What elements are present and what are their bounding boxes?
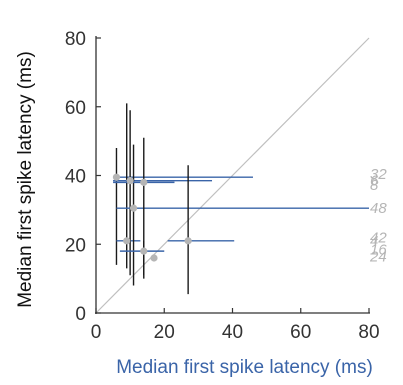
- x-tick-label-40: 40: [222, 322, 243, 343]
- data-point-2: [123, 237, 131, 245]
- data-point-6: [140, 247, 148, 255]
- data-point-8: [150, 254, 158, 262]
- side-label-7: 16: [370, 241, 387, 258]
- side-label-4: 48: [370, 200, 387, 217]
- data-point-7: [184, 237, 192, 245]
- y-tick-label-0: 0: [75, 304, 86, 325]
- axes-group: 0 20 40 60 80 0 20 40 60 80: [65, 29, 380, 343]
- side-label-2: 6: [370, 173, 379, 190]
- data-point-4: [129, 204, 138, 212]
- data-point-5: [140, 178, 148, 186]
- data-point-1: [112, 173, 121, 181]
- y-tick-label-20: 20: [65, 235, 86, 256]
- x-axis-label: Median first spike latency (ms): [116, 357, 373, 378]
- identity-line: [95, 37, 370, 314]
- side-label-6: 4: [370, 233, 378, 250]
- y-axis-label: Median first spike latency (ms): [15, 51, 36, 308]
- x-tick-label-80: 80: [358, 322, 379, 343]
- error-bars-group: [113, 103, 369, 295]
- side-label-1: 32: [370, 166, 387, 183]
- side-label-5: 42: [370, 229, 387, 246]
- data-point-3: [126, 177, 134, 185]
- x-tick-label-0: 0: [91, 322, 102, 343]
- y-tick-label-40: 40: [65, 167, 86, 188]
- x-tick-label-20: 20: [154, 322, 175, 343]
- side-label-8: 24: [369, 248, 387, 265]
- x-tick-label-60: 60: [290, 322, 311, 343]
- y-tick-label-80: 80: [65, 29, 86, 50]
- data-points-group: [112, 173, 192, 262]
- y-tick-label-60: 60: [65, 98, 86, 119]
- side-label-3: 8: [370, 177, 379, 194]
- identity-line-group: [95, 37, 370, 314]
